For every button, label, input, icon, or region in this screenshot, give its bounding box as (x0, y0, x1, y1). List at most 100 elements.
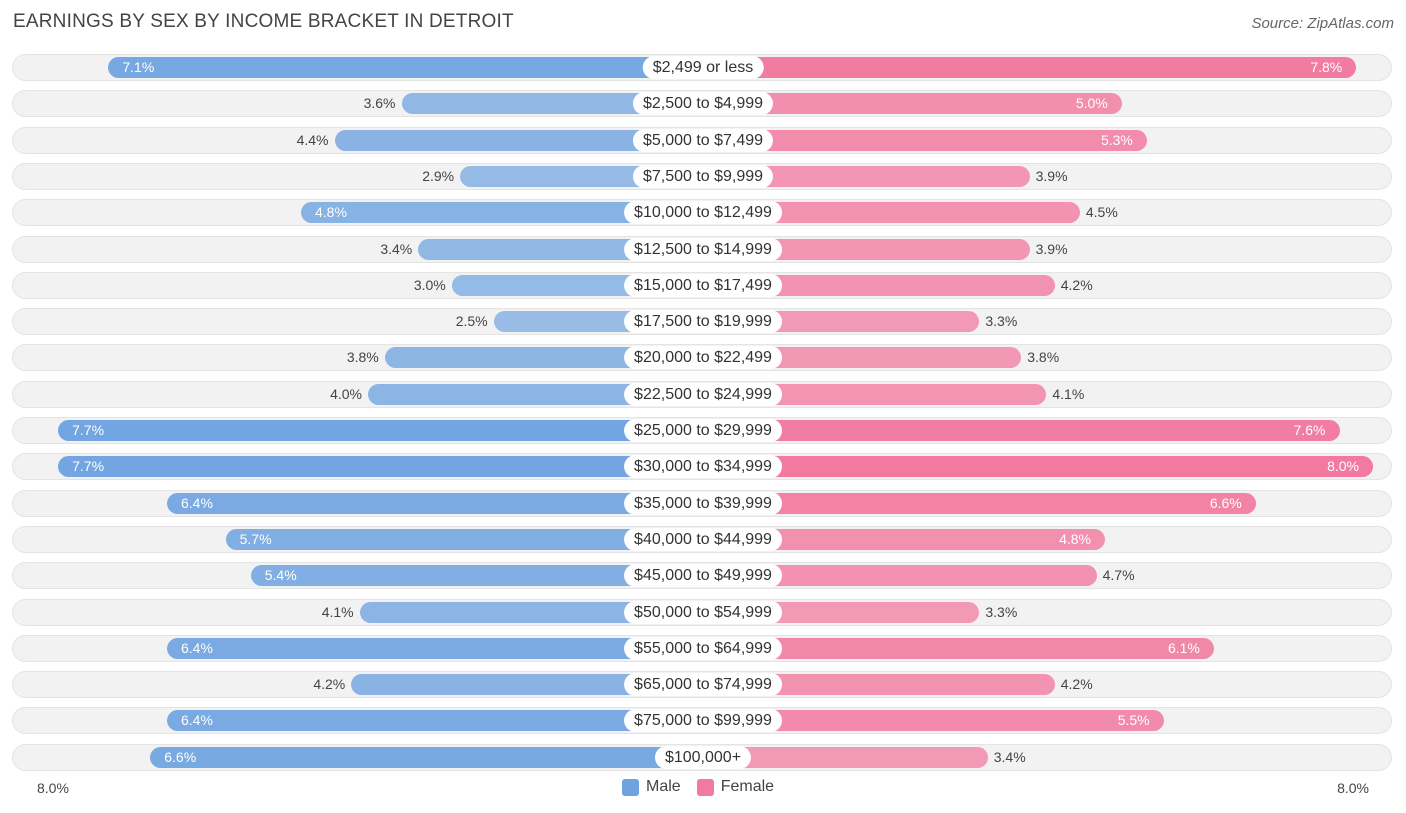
source-label: Source: ZipAtlas.com (1251, 15, 1394, 32)
male-value-label: 4.0% (330, 385, 362, 402)
female-bar (703, 129, 1147, 151)
male-bar (167, 637, 703, 659)
female-value-label: 7.6% (1293, 422, 1326, 438)
female-bar (703, 456, 1373, 478)
male-value-label: 7.1% (122, 59, 155, 75)
bar-chart: 7.1% 7.8% $2,499 or less 3.6% 5.0% $2,500 to … (12, 54, 1392, 771)
male-value-label: 4.2% (313, 676, 346, 693)
male-bar (108, 57, 703, 78)
male-value-label: 5.7% (239, 530, 272, 547)
category-label: $2,499 or less (642, 56, 764, 79)
chart-title: EARNINGS BY SEX BY INCOME BRACKET IN DET… (13, 11, 514, 32)
male-bar (368, 383, 703, 405)
category-label: $20,000 to $22,499 (624, 346, 782, 370)
male-bar (301, 202, 703, 224)
female-value-label: 4.2% (1060, 676, 1093, 693)
female-value-label: 4.5% (1085, 204, 1118, 221)
female-value-label: 6.1% (1167, 639, 1200, 656)
category-label: $100,000+ (654, 745, 752, 769)
female-value-label: 8.0% (1327, 458, 1359, 475)
female-value-label: 4.8% (1059, 530, 1091, 547)
male-value-label: 5.4% (264, 567, 297, 584)
legend-label-female: Female (720, 778, 775, 795)
female-bar (703, 674, 1055, 696)
category-label: $40,000 to $44,999 (624, 527, 782, 551)
female-bar (703, 347, 1022, 369)
male-value-label: 3.8% (346, 349, 379, 366)
category-label: $12,500 to $14,999 (624, 237, 782, 261)
female-bar (703, 637, 1214, 659)
male-bar (351, 674, 703, 696)
male-value-label: 6.4% (181, 494, 213, 511)
male-value-label: 4.1% (321, 603, 354, 620)
male-bar (58, 456, 703, 478)
male-value-label: 7.7% (72, 458, 105, 475)
category-label: $17,500 to $19,999 (624, 310, 782, 334)
female-value-label: 5.5% (1117, 712, 1150, 729)
category-label: $35,000 to $39,999 (624, 491, 782, 515)
category-label: $22,500 to $24,999 (624, 382, 782, 406)
male-bar (401, 93, 703, 115)
male-bar (167, 710, 703, 732)
category-label: $2,500 to $4,999 (632, 92, 774, 116)
category-label: $25,000 to $29,999 (624, 419, 782, 442)
female-bar (703, 528, 1105, 550)
female-value-label: 7.8% (1310, 59, 1343, 75)
male-value-label: 3.6% (363, 95, 396, 112)
axis-label-left: 8.0% (37, 780, 69, 796)
legend-swatch-female (696, 778, 714, 796)
male-value-label: 2.9% (422, 167, 455, 184)
category-label: $30,000 to $34,999 (624, 455, 782, 479)
female-value-label: 4.1% (1052, 385, 1085, 402)
female-bar (703, 565, 1097, 587)
female-value-label: 5.3% (1100, 131, 1133, 148)
male-bar (359, 601, 703, 623)
category-label: $15,000 to $17,499 (624, 273, 782, 297)
category-label: $45,000 to $49,999 (624, 564, 782, 588)
male-value-label: 3.0% (413, 276, 446, 293)
female-value-label: 5.0% (1075, 95, 1108, 112)
female-value-label: 4.2% (1060, 276, 1093, 293)
female-value-label: 3.4% (993, 748, 1026, 765)
category-label: $65,000 to $74,999 (624, 673, 782, 697)
female-bar (703, 202, 1080, 224)
category-label: $55,000 to $64,999 (624, 636, 782, 660)
female-value-label: 6.6% (1209, 494, 1242, 511)
axis-label-right: 8.0% (1337, 780, 1369, 796)
male-value-label: 4.4% (296, 131, 329, 148)
female-bar (703, 165, 1030, 187)
category-label: $75,000 to $99,999 (624, 709, 782, 733)
male-value-label: 6.4% (181, 639, 213, 656)
female-bar (703, 57, 1357, 78)
female-value-label: 3.9% (1035, 240, 1068, 257)
female-bar (703, 710, 1164, 732)
female-value-label: 3.3% (985, 313, 1018, 330)
male-value-label: 4.8% (315, 204, 347, 221)
female-bar (703, 420, 1340, 441)
female-value-label: 4.7% (1102, 567, 1135, 584)
male-bar (225, 528, 703, 550)
male-value-label: 6.4% (181, 712, 213, 729)
female-bar (703, 274, 1055, 296)
category-label: $5,000 to $7,499 (632, 128, 774, 152)
legend-label-male: Male (646, 778, 681, 795)
male-value-label: 6.6% (164, 748, 197, 765)
male-bar (334, 129, 703, 151)
legend-item-female: Female (696, 778, 775, 796)
male-value-label: 7.7% (72, 422, 105, 438)
male-value-label: 2.5% (455, 313, 488, 330)
female-value-label: 3.3% (985, 603, 1018, 620)
female-value-label: 3.9% (1035, 167, 1068, 184)
female-value-label: 3.8% (1027, 349, 1060, 366)
legend-swatch-male (622, 778, 639, 796)
male-bar (58, 420, 703, 441)
male-value-label: 3.4% (380, 240, 413, 257)
male-bar (250, 565, 703, 587)
male-bar (384, 347, 703, 369)
category-label: $50,000 to $54,999 (624, 600, 782, 624)
category-label: $10,000 to $12,499 (624, 201, 782, 225)
female-bar (703, 746, 988, 768)
category-label: $7,500 to $9,999 (632, 164, 774, 188)
male-bar (167, 492, 703, 514)
female-bar (703, 238, 1030, 260)
